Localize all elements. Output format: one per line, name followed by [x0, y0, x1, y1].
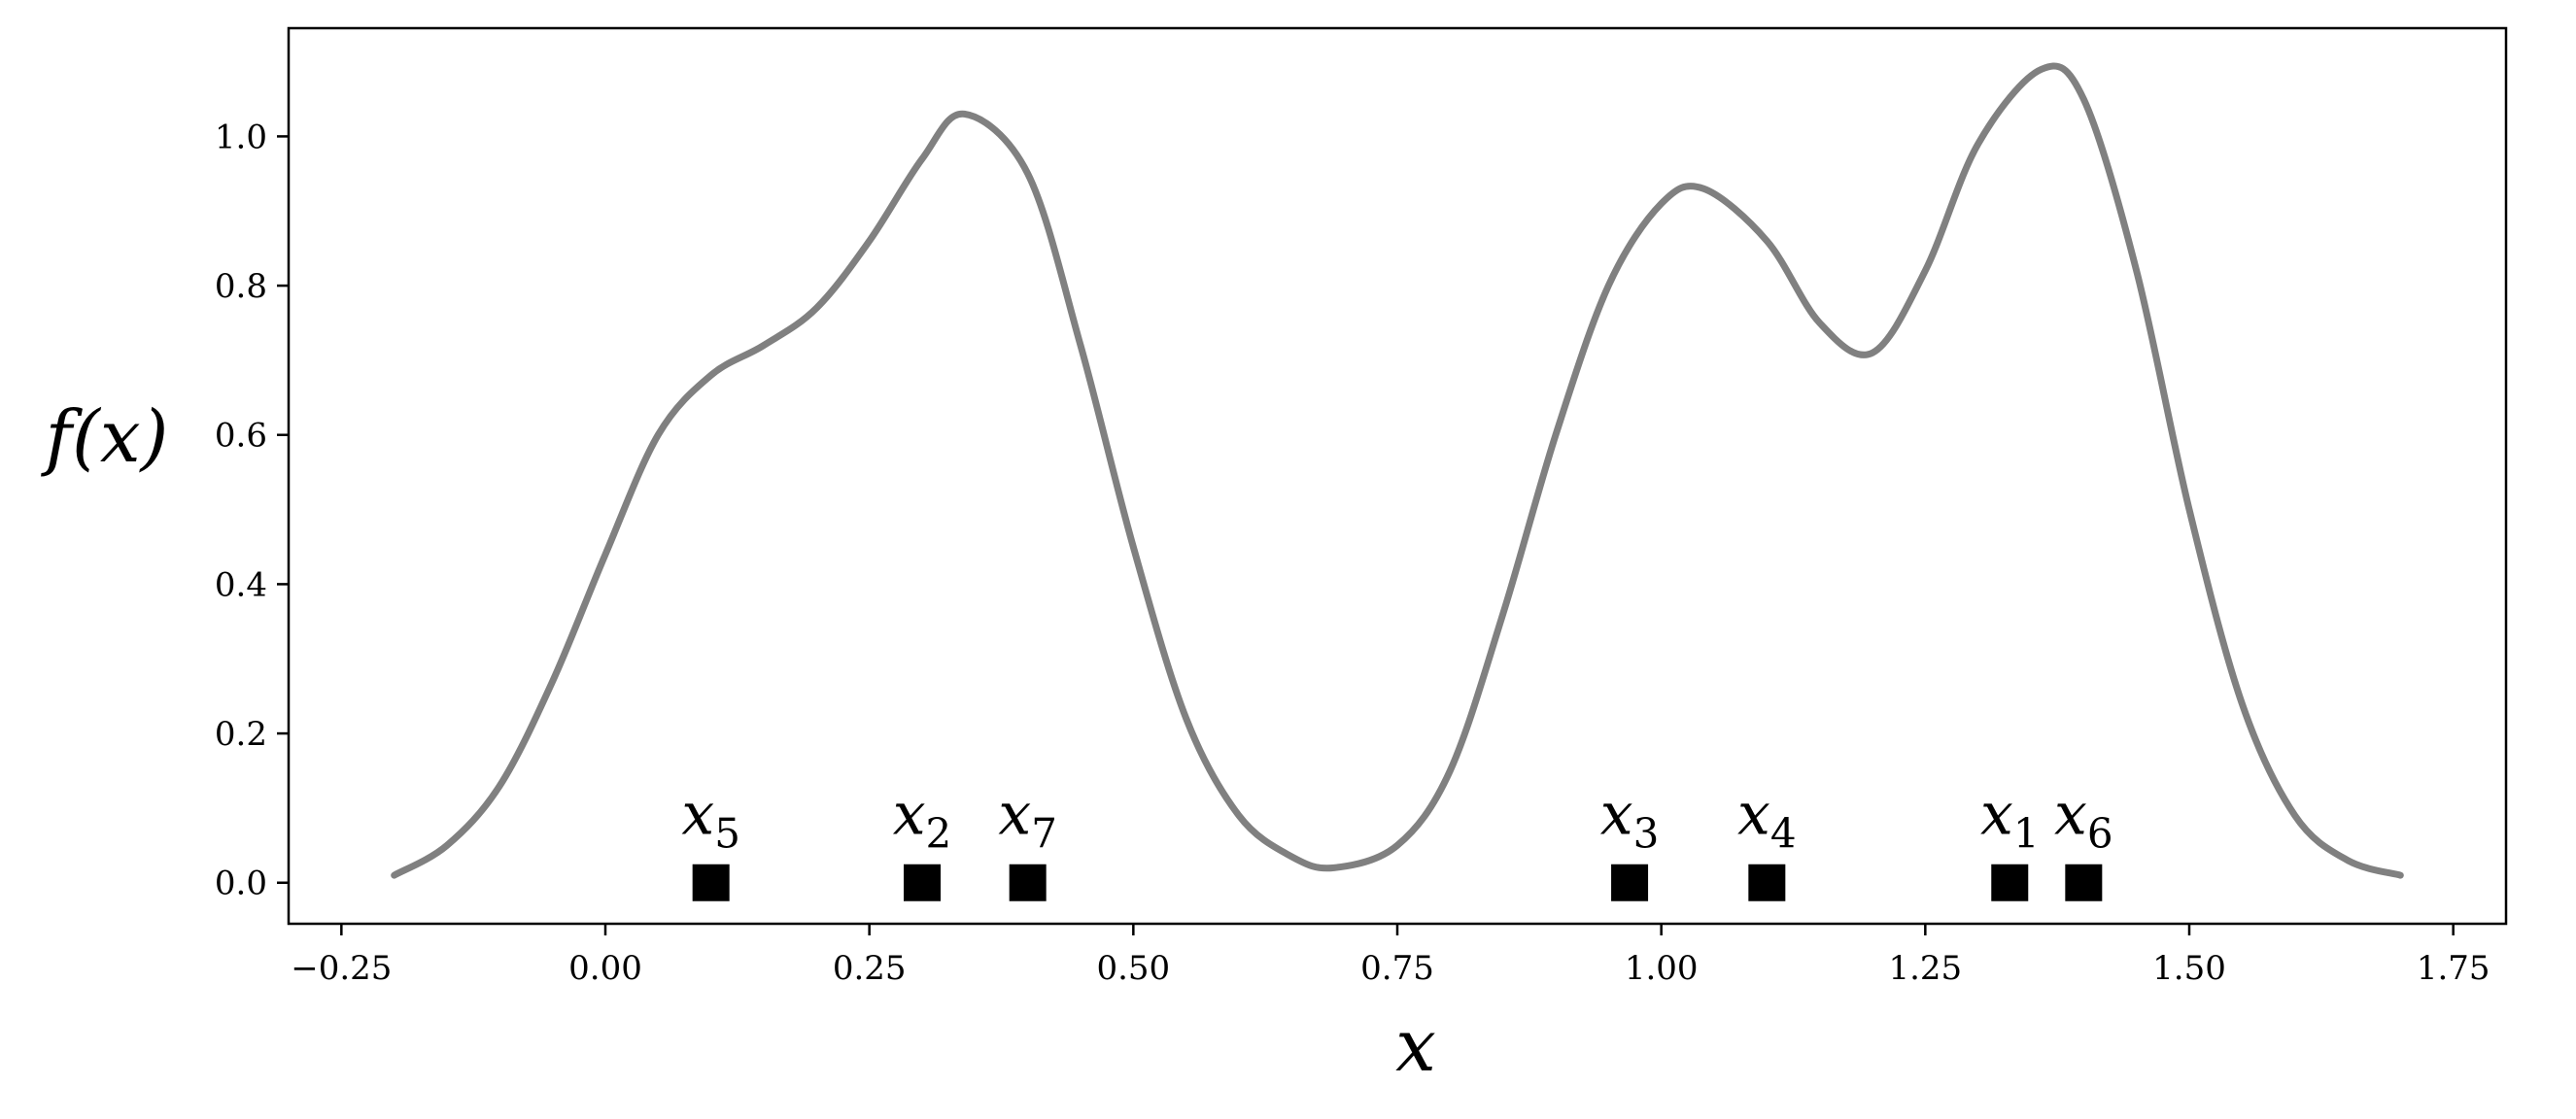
x-tick-label: −0.25	[291, 949, 392, 988]
x-tick-label: 1.25	[1888, 949, 1962, 988]
plot-frame	[287, 26, 2508, 926]
y-tick-label: 0.4	[215, 565, 267, 604]
density-curve-0	[391, 62, 2404, 879]
sample-point-label: x6	[2054, 781, 2113, 858]
x-tick-label: 0.75	[1360, 949, 1434, 988]
sample-point-marker	[1009, 864, 1047, 901]
sample-point-label: x4	[1737, 781, 1797, 858]
y-axis: 0.0 0.2 0.4 0.6 0.8 1.0	[215, 118, 289, 903]
y-tick-label: 0.6	[215, 417, 267, 456]
y-tick-label: 0.8	[215, 267, 267, 306]
sample-point-marker	[2065, 864, 2103, 901]
x-tick-label: 1.75	[2417, 949, 2490, 988]
x-tick-label: 1.50	[2152, 949, 2226, 988]
sample-point-marker	[1991, 864, 2029, 901]
plot-layer: x5 x2 x7 x3 x4 x1 x6	[391, 62, 2404, 901]
sample-point-marker	[1748, 864, 1786, 901]
sample-point-label: x2	[893, 781, 952, 858]
x-tick-label: 0.50	[1096, 949, 1170, 988]
y-axis-title: f(x)	[41, 395, 169, 479]
sample-point-marker	[692, 864, 730, 901]
x-axis-title: x	[1395, 1004, 1436, 1088]
x-tick-label: 0.00	[568, 949, 642, 988]
sample-point-label: x5	[681, 781, 740, 858]
y-tick-label: 1.0	[215, 118, 267, 156]
sample-point-marker	[904, 864, 941, 901]
sample-point-marker	[1611, 864, 1649, 901]
sample-point-label: x3	[1600, 781, 1660, 858]
sample-point-label: x1	[1980, 781, 2040, 858]
y-tick-label: 0.2	[215, 715, 267, 754]
y-tick-label: 0.0	[215, 865, 267, 903]
sample-point-label: x7	[998, 781, 1057, 858]
x-axis: −0.25 0.00 0.25 0.50 0.75 1.00 1.25 1.50 1.75	[291, 924, 2490, 988]
x-tick-label: 0.25	[833, 949, 907, 988]
x-tick-label: 1.00	[1625, 949, 1699, 988]
